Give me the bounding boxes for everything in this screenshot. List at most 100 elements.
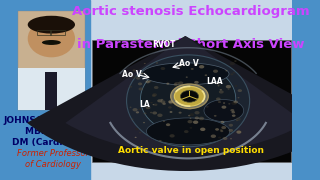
Text: JOHNSON FRANCIS,
MBBS, MD,
DM (Cardiology): JOHNSON FRANCIS, MBBS, MD, DM (Cardiolog… — [4, 116, 103, 147]
Text: Aortic valve in open position: Aortic valve in open position — [118, 146, 264, 155]
Circle shape — [231, 111, 235, 113]
Circle shape — [202, 102, 206, 105]
Circle shape — [189, 113, 194, 116]
Circle shape — [221, 126, 226, 129]
Circle shape — [170, 134, 175, 138]
Text: LAA: LAA — [206, 77, 223, 86]
Circle shape — [237, 97, 239, 98]
Circle shape — [184, 130, 188, 133]
Circle shape — [214, 115, 217, 117]
Circle shape — [143, 122, 145, 123]
Circle shape — [139, 132, 141, 133]
Circle shape — [228, 103, 230, 105]
Circle shape — [161, 99, 163, 101]
Circle shape — [200, 128, 205, 131]
Circle shape — [147, 139, 149, 140]
Circle shape — [174, 83, 177, 86]
Circle shape — [193, 120, 198, 124]
Circle shape — [136, 77, 140, 80]
Circle shape — [169, 101, 174, 104]
Circle shape — [179, 112, 182, 114]
Circle shape — [180, 90, 199, 102]
Circle shape — [174, 91, 180, 95]
Circle shape — [233, 72, 235, 73]
Circle shape — [157, 114, 163, 117]
Circle shape — [150, 102, 153, 104]
Circle shape — [215, 128, 219, 131]
Text: in Parasternal Short Axis View: in Parasternal Short Axis View — [77, 38, 305, 51]
Circle shape — [225, 70, 228, 71]
Circle shape — [219, 90, 224, 94]
Circle shape — [233, 100, 238, 103]
Bar — [18, 68, 85, 110]
Bar — [92, 40, 291, 162]
Circle shape — [188, 115, 190, 116]
Circle shape — [135, 137, 137, 138]
Ellipse shape — [28, 20, 75, 57]
Circle shape — [216, 82, 220, 85]
Circle shape — [178, 65, 182, 68]
Circle shape — [132, 76, 137, 79]
Circle shape — [230, 62, 235, 65]
Text: Ao V: Ao V — [179, 59, 198, 68]
Circle shape — [163, 121, 165, 122]
Circle shape — [170, 111, 172, 113]
Circle shape — [230, 109, 234, 112]
Circle shape — [154, 86, 158, 89]
Bar — [45, 72, 58, 110]
Bar — [18, 11, 85, 110]
Text: Former Professor
of Cardiology: Former Professor of Cardiology — [17, 148, 89, 169]
Circle shape — [168, 100, 173, 103]
Circle shape — [228, 124, 233, 127]
Circle shape — [152, 111, 157, 114]
Circle shape — [129, 86, 132, 88]
Circle shape — [188, 120, 193, 123]
Circle shape — [191, 68, 194, 70]
Circle shape — [174, 86, 205, 106]
Circle shape — [235, 85, 237, 87]
Circle shape — [230, 138, 232, 139]
Circle shape — [144, 112, 146, 114]
Circle shape — [132, 108, 138, 111]
Circle shape — [161, 67, 165, 70]
Circle shape — [195, 116, 199, 119]
Circle shape — [204, 74, 207, 76]
Circle shape — [221, 105, 226, 109]
Circle shape — [130, 107, 132, 108]
Circle shape — [159, 140, 162, 142]
Circle shape — [237, 130, 242, 133]
Circle shape — [156, 62, 158, 64]
Circle shape — [213, 70, 218, 73]
Circle shape — [138, 108, 141, 110]
Circle shape — [161, 100, 165, 103]
Circle shape — [216, 98, 220, 100]
Circle shape — [228, 129, 233, 132]
Circle shape — [223, 137, 228, 140]
Circle shape — [194, 64, 197, 66]
Circle shape — [199, 117, 204, 120]
Circle shape — [157, 99, 162, 102]
Circle shape — [220, 129, 223, 131]
Ellipse shape — [142, 63, 229, 85]
Circle shape — [178, 81, 183, 85]
Circle shape — [186, 76, 188, 78]
Circle shape — [220, 89, 222, 91]
Circle shape — [236, 130, 241, 134]
Wedge shape — [65, 36, 305, 153]
Circle shape — [153, 104, 154, 105]
Circle shape — [206, 106, 209, 108]
Circle shape — [189, 127, 192, 129]
Circle shape — [166, 123, 170, 126]
Text: Ao V: Ao V — [122, 70, 142, 79]
Circle shape — [211, 134, 216, 138]
Circle shape — [136, 111, 139, 113]
Circle shape — [183, 95, 185, 97]
Circle shape — [236, 117, 241, 121]
Circle shape — [146, 106, 150, 109]
Ellipse shape — [28, 16, 75, 34]
Circle shape — [189, 104, 191, 105]
Circle shape — [162, 103, 166, 105]
Circle shape — [230, 73, 234, 75]
Circle shape — [194, 81, 199, 84]
Circle shape — [150, 112, 152, 113]
